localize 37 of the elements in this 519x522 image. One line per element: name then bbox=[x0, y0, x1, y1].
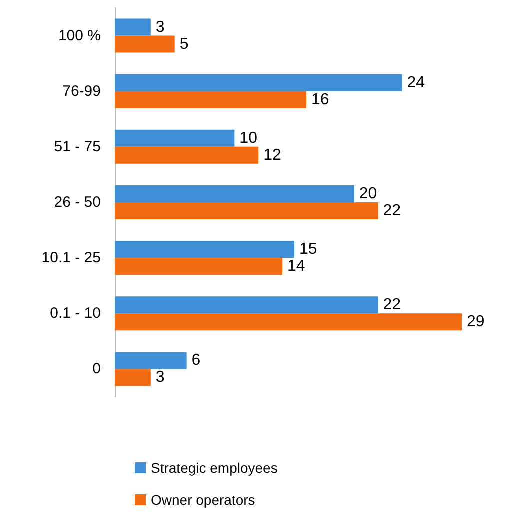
y-tick-label: 76-99 bbox=[62, 82, 101, 100]
bar bbox=[115, 241, 294, 258]
bar bbox=[115, 130, 235, 147]
bar bbox=[115, 146, 259, 164]
data-label: 3 bbox=[156, 18, 165, 36]
data-label: 12 bbox=[264, 146, 282, 164]
bar bbox=[115, 314, 462, 331]
y-tick-label: 0.1 - 10 bbox=[50, 305, 101, 322]
bar bbox=[115, 258, 283, 276]
data-label: 5 bbox=[180, 36, 189, 53]
bar bbox=[115, 91, 306, 108]
y-tick-label: 51 - 75 bbox=[54, 138, 101, 156]
data-label: 24 bbox=[407, 74, 426, 92]
legend-label: Strategic employees bbox=[151, 460, 278, 476]
legend-label: Owner operators bbox=[151, 492, 256, 508]
data-label: 29 bbox=[467, 314, 485, 331]
bar bbox=[115, 296, 378, 314]
y-tick-label: 10.1 - 25 bbox=[42, 250, 101, 267]
y-tick-label: 0 bbox=[92, 360, 101, 378]
y-tick-label: 100 % bbox=[58, 27, 101, 44]
bar bbox=[115, 202, 378, 220]
data-label: 16 bbox=[311, 91, 330, 108]
data-label: 15 bbox=[300, 241, 318, 258]
bar bbox=[115, 186, 354, 202]
bar bbox=[115, 74, 402, 92]
bar bbox=[115, 352, 187, 370]
data-label: 22 bbox=[383, 202, 402, 220]
data-label: 10 bbox=[240, 130, 258, 147]
y-tick-label: 26 - 50 bbox=[54, 194, 101, 211]
data-label: 14 bbox=[288, 258, 306, 276]
bar bbox=[115, 369, 151, 386]
bar bbox=[115, 36, 175, 53]
bar bbox=[115, 18, 151, 36]
data-label: 6 bbox=[192, 352, 201, 370]
data-label: 20 bbox=[359, 186, 378, 202]
data-label: 22 bbox=[383, 296, 402, 314]
data-label: 3 bbox=[156, 369, 165, 386]
